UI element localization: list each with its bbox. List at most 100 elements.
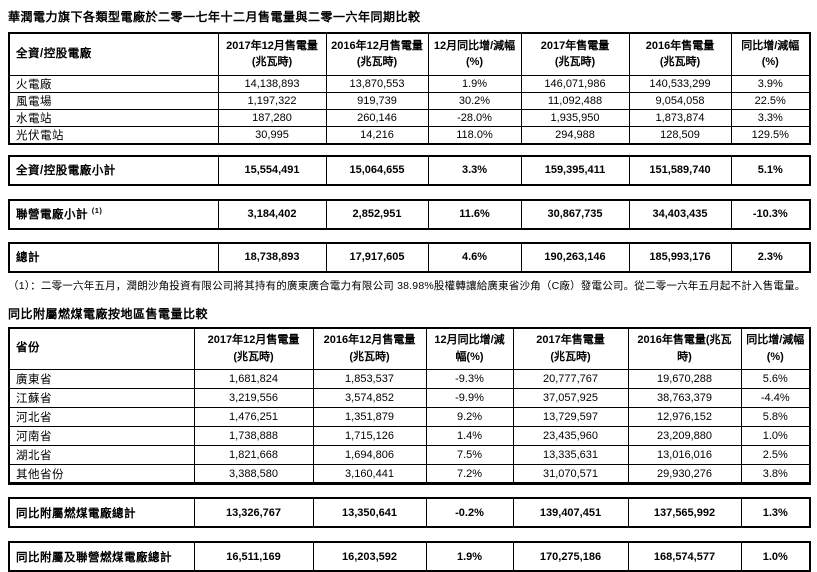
cell-value: 12,976,152 [627,407,742,427]
section1-table: 全資/控股電廠 2017年12月售電量 (兆瓦時) 2016年12月售電量 (兆瓦時… [8,32,811,145]
row-label: 江蘇省 [8,388,195,408]
cell-value: 30,995 [217,125,327,144]
row-label: 總計 [8,242,219,272]
table-row: 同比附屬燃煤電廠總計 13,326,767 13,350,641 -0.2% 1… [8,498,811,527]
coal-subsidiary-total-row: 同比附屬燃煤電廠總計 13,326,767 13,350,641 -0.2% 1… [8,497,811,528]
cell-value: 3,184,402 [217,199,327,229]
table-row-guangdong: 廣東省 1,681,824 1,853,537 -9.3% 20,777,767… [8,369,811,389]
cell-value: 190,263,146 [520,242,630,272]
cell-value: 38,763,379 [627,388,742,408]
cell-value: -28.0% [427,108,522,127]
table-row-wind: 風電場 1,197,322 919,739 30.2% 11,092,488 9… [8,91,811,110]
row-label: 火電廠 [8,74,219,93]
cell-value: 1.0% [740,542,811,571]
table-row-hubei: 湖北省 1,821,668 1,694,806 7.5% 13,335,631 … [8,445,811,465]
cell-value: 13,350,641 [312,498,427,527]
table-row-other-provinces: 其他省份 3,388,580 3,160,441 7.2% 31,070,571… [8,464,811,484]
table-row: 總計 18,738,893 17,917,605 4.6% 190,263,14… [8,242,811,272]
cell-value: 5.8% [740,407,811,427]
table-row: 同比附屬及聯營燃煤電廠總計 16,511,169 16,203,592 1.9%… [8,542,811,571]
cell-value: 1,476,251 [193,407,314,427]
row-label: 河南省 [8,426,195,446]
column-header-2017-dec: 2017年12月售電量 (兆瓦時) [193,327,314,370]
table-row-hebei: 河北省 1,476,251 1,351,879 9.2% 13,729,597 … [8,407,811,427]
cell-value: 1.9% [427,74,522,93]
column-header-yoy: 同比增/減幅(%) [730,32,811,76]
cell-value: 3,160,441 [312,464,427,484]
row-label: 同比附屬及聯營燃煤電廠總計 [8,542,195,571]
grand-total-row: 總計 18,738,893 17,917,605 4.6% 190,263,14… [8,241,811,273]
cell-value: 146,071,986 [520,74,630,93]
cell-value: 13,870,553 [325,74,429,93]
cell-value: 23,209,880 [627,426,742,446]
cell-value: 1,821,668 [193,445,314,465]
cell-value: 16,511,169 [193,542,314,571]
cell-value: 34,403,435 [628,199,732,229]
cell-value: 11,092,488 [520,91,630,110]
cell-value: 170,275,186 [512,542,629,571]
cell-value: 5.1% [730,155,811,185]
cell-value: 20,777,767 [512,369,629,389]
cell-value: 1.0% [740,426,811,446]
wholly-owned-subtotal-row: 全資/控股電廠小計 15,554,491 15,064,655 3.3% 159… [8,154,811,186]
cell-value: 294,988 [520,125,630,144]
cell-value: -9.9% [425,388,514,408]
table-row-hydro: 水電站 187,280 260,146 -28.0% 1,935,950 1,8… [8,108,811,127]
cell-value: 15,554,491 [217,155,327,185]
cell-value: 3,219,556 [193,388,314,408]
cell-value: 1,197,322 [217,91,327,110]
cell-value: 14,138,893 [217,74,327,93]
section2-title: 同比附屬燃煤電廠按地區售電量比較 [8,306,209,321]
cell-value: 3.9% [730,74,811,93]
cell-value: -0.2% [425,498,514,527]
cell-value: 31,070,571 [512,464,629,484]
cell-value: 1,694,806 [312,445,427,465]
cell-value: 151,589,740 [628,155,732,185]
cell-value: 260,146 [325,108,429,127]
cell-value: 137,565,992 [627,498,742,527]
row-label: 其他省份 [8,464,195,484]
cell-value: 15,064,655 [325,155,429,185]
associates-subtotal-row: 聯營電廠小計 (1) 3,184,402 2,852,951 11.6% 30,… [8,198,811,230]
cell-value: 3,388,580 [193,464,314,484]
cell-value: 1,853,537 [312,369,427,389]
cell-value: -4.4% [740,388,811,408]
column-header-plant-type: 全資/控股電廠 [8,32,219,76]
cell-value: 3.3% [730,108,811,127]
footnote-marker: (1) [91,206,103,216]
column-header-province: 省份 [8,327,195,370]
cell-value: 23,435,960 [512,426,629,446]
column-header-2016-year: 2016年售電量(兆瓦時) [627,327,742,370]
column-header-dec-yoy: 12月同比增/減幅(%) [427,32,522,76]
header-row: 全資/控股電廠 2017年12月售電量 (兆瓦時) 2016年12月售電量 (兆瓦時… [8,32,811,76]
cell-value: 13,335,631 [512,445,629,465]
header-row: 省份 2017年12月售電量 (兆瓦時) 2016年12月售電量 (兆瓦時) 12月… [8,327,811,370]
cell-value: 1.9% [425,542,514,571]
cell-value: 13,729,597 [512,407,629,427]
cell-value: 1,351,879 [312,407,427,427]
cell-value: 128,509 [628,125,732,144]
row-label: 聯營電廠小計 (1) [8,199,219,229]
cell-value: 1,715,126 [312,426,427,446]
table-row-henan: 河南省 1,738,888 1,715,126 1.4% 23,435,960 … [8,426,811,446]
cell-value: 22.5% [730,91,811,110]
column-header-yoy: 同比增/減幅(%) [740,327,811,370]
cell-value: 140,533,299 [628,74,732,93]
cell-value: 1.3% [740,498,811,527]
cell-value: 187,280 [217,108,327,127]
cell-value: 1,681,824 [193,369,314,389]
row-label: 河北省 [8,407,195,427]
table-row: 全資/控股電廠小計 15,554,491 15,064,655 3.3% 159… [8,155,811,185]
cell-value: 1,873,874 [628,108,732,127]
row-label: 湖北省 [8,445,195,465]
column-header-2017-year: 2017年售電量 (兆瓦時) [512,327,629,370]
column-header-label: 全資/控股電廠 [16,47,92,60]
table-row-solar: 光伏電站 30,995 14,216 118.0% 294,988 128,50… [8,125,811,144]
cell-value: 7.2% [425,464,514,484]
cell-value: 1,935,950 [520,108,630,127]
coal-subsidiary-associates-total-row: 同比附屬及聯營燃煤電廠總計 16,511,169 16,203,592 1.9%… [8,541,811,572]
cell-value: 159,395,411 [520,155,630,185]
cell-value: 185,993,176 [628,242,732,272]
column-header-2016-dec: 2016年12月售電量 (兆瓦時) [325,32,429,76]
column-header-2017-year: 2017年售電量 (兆瓦時) [520,32,630,76]
